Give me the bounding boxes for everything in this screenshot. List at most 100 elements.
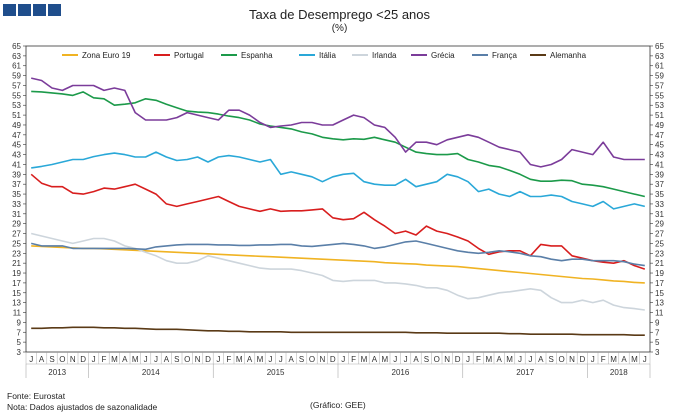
y-tick-label-right: 59 (655, 72, 664, 81)
y-tick-label-right: 55 (655, 91, 664, 100)
y-tick-label-left: 25 (12, 239, 21, 248)
y-tick-label-left: 23 (12, 249, 21, 258)
chart-credit: (Gráfico: GEE) (310, 400, 366, 410)
y-tick-label-left: 47 (12, 131, 21, 140)
x-tick-label: O (309, 355, 315, 364)
x-tick-label: N (569, 355, 575, 364)
x-tick-label: N (70, 355, 76, 364)
y-tick-label-left: 57 (12, 81, 21, 90)
x-tick-label: J (518, 355, 522, 364)
y-tick-label-left: 9 (17, 318, 22, 327)
x-tick-label: M (257, 355, 264, 364)
y-tick-label-left: 11 (13, 309, 22, 318)
x-tick-label: A (247, 355, 253, 364)
y-tick-label-right: 35 (655, 190, 664, 199)
x-tick-label: M (610, 355, 617, 364)
y-tick-label-right: 45 (655, 141, 664, 150)
x-tick-label: A (164, 355, 170, 364)
x-tick-label: J (29, 355, 33, 364)
x-tick-label: F (601, 355, 606, 364)
y-tick-label-left: 37 (12, 180, 21, 189)
y-tick-label-left: 65 (12, 42, 21, 51)
y-tick-label-left: 63 (12, 52, 21, 61)
logo-block (18, 4, 31, 16)
y-tick-label-right: 49 (655, 121, 664, 130)
x-tick-label: A (413, 355, 419, 364)
logo-block (48, 4, 61, 16)
series-line (31, 240, 645, 267)
y-tick-label-left: 27 (12, 230, 21, 239)
y-tick-label-right: 29 (655, 220, 664, 229)
y-tick-label-left: 15 (12, 289, 21, 298)
y-tick-label-right: 57 (655, 81, 664, 90)
y-tick-label-right: 21 (655, 259, 664, 268)
y-tick-label-left: 33 (12, 200, 21, 209)
series-line (31, 232, 645, 311)
x-tick-label: F (476, 355, 481, 364)
x-tick-label: M (506, 355, 513, 364)
x-tick-label: N (320, 355, 326, 364)
y-tick-label-right: 3 (655, 348, 660, 357)
year-label: 2015 (267, 368, 285, 377)
x-tick-label: J (92, 355, 96, 364)
y-tick-label-left: 59 (12, 72, 21, 81)
y-tick-label-right: 15 (655, 289, 664, 298)
y-tick-label-left: 49 (12, 121, 21, 130)
x-tick-label: D (80, 355, 86, 364)
year-label: 2017 (516, 368, 534, 377)
year-label: 2013 (48, 368, 66, 377)
x-tick-label: M (361, 355, 368, 364)
y-tick-label-left: 45 (12, 141, 21, 150)
x-tick-label: M (236, 355, 243, 364)
series-line (31, 90, 645, 198)
y-tick-label-left: 53 (12, 101, 21, 110)
y-tick-label-left: 5 (17, 338, 22, 347)
x-tick-label: J (279, 355, 283, 364)
x-tick-label: J (404, 355, 408, 364)
x-tick-label: A (621, 355, 627, 364)
x-tick-label: M (485, 355, 492, 364)
y-tick-label-left: 61 (12, 62, 21, 71)
y-tick-label-right: 5 (655, 338, 660, 347)
x-tick-label: J (144, 355, 148, 364)
y-tick-label-left: 55 (12, 91, 21, 100)
y-tick-label-left: 13 (12, 299, 21, 308)
y-tick-label-right: 25 (655, 239, 664, 248)
y-tick-label-right: 37 (655, 180, 664, 189)
y-tick-label-right: 39 (655, 170, 664, 179)
y-tick-label-right: 19 (655, 269, 664, 278)
year-label: 2016 (392, 368, 410, 377)
x-tick-label: J (643, 355, 647, 364)
legend-label: Alemanha (550, 51, 587, 60)
legend-label: Espanha (241, 51, 273, 60)
y-tick-label-right: 47 (655, 131, 664, 140)
y-tick-label-right: 17 (655, 279, 664, 288)
x-tick-label: A (372, 355, 378, 364)
x-tick-label: J (528, 355, 532, 364)
y-tick-label-left: 29 (12, 220, 21, 229)
x-tick-label: O (59, 355, 65, 364)
x-tick-label: D (330, 355, 336, 364)
y-tick-label-left: 51 (12, 111, 21, 120)
x-tick-label: S (299, 355, 304, 364)
legend-label: Portugal (174, 51, 204, 60)
x-tick-label: F (226, 355, 231, 364)
y-tick-label-right: 31 (655, 210, 664, 219)
y-tick-label-right: 43 (655, 151, 664, 160)
x-tick-label: A (39, 355, 45, 364)
y-tick-label-right: 65 (655, 42, 664, 51)
x-tick-label: S (49, 355, 54, 364)
y-tick-label-right: 51 (655, 111, 664, 120)
y-tick-label-right: 7 (655, 328, 660, 337)
y-tick-label-right: 63 (655, 52, 664, 61)
y-tick-label-right: 11 (655, 309, 664, 318)
series-line (31, 245, 645, 284)
y-tick-label-left: 21 (12, 259, 21, 268)
logo-block (3, 4, 16, 16)
y-tick-label-right: 9 (655, 318, 660, 327)
legend-label: França (492, 51, 517, 60)
x-tick-label: J (591, 355, 595, 364)
x-tick-label: J (393, 355, 397, 364)
legend-label: Zona Euro 19 (82, 51, 131, 60)
